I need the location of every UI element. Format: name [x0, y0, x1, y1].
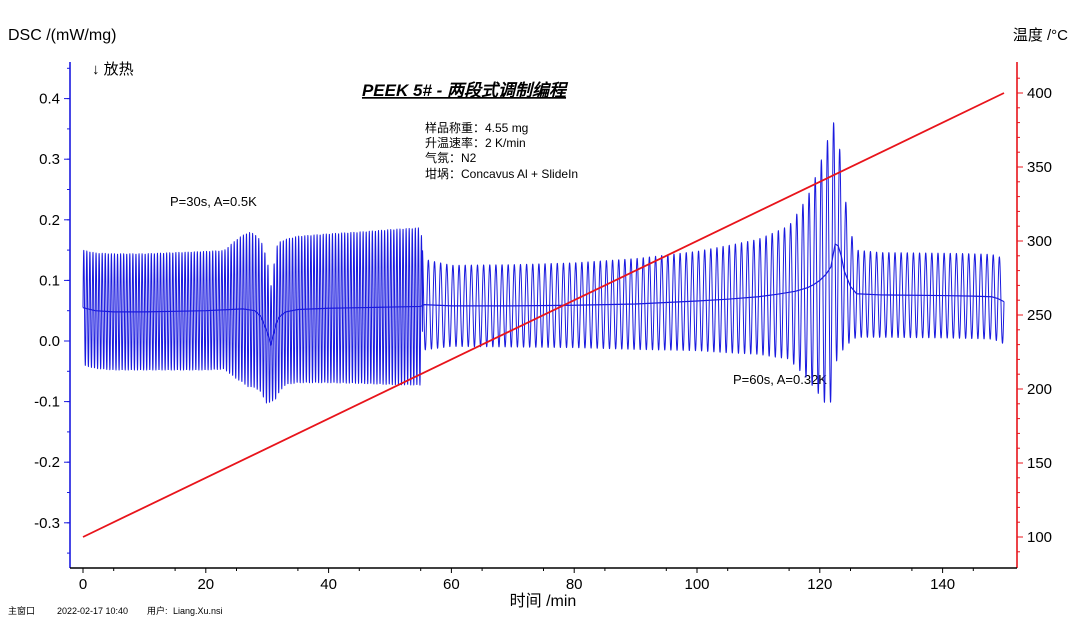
y-right-tick-label: 350 [1027, 159, 1052, 176]
sample-info: 样品称重：4.55 mg 升温速率：2 K/min 气氛：N2 坩埚：Conca… [425, 120, 578, 181]
x-tick-label: 0 [79, 576, 87, 593]
dsc-average-line [82, 243, 1005, 347]
x-tick-label: 40 [320, 576, 337, 593]
x-tick-label: 80 [566, 576, 583, 593]
annotation-segment-2: P=60s, A=0.32K [733, 372, 827, 387]
info-heating-rate: 升温速率：2 K/min [425, 135, 526, 150]
exo-direction-label: ↓ 放热 [92, 61, 134, 78]
y-left-tick-label: 0.4 [39, 91, 60, 108]
footer-user: Liang.Xu.nsi [173, 606, 223, 616]
x-tick-label: 100 [684, 576, 709, 593]
y-left-tick-label: 0.0 [39, 333, 60, 350]
x-tick-label: 20 [197, 576, 214, 593]
info-sample-mass: 样品称重：4.55 mg [425, 120, 528, 135]
y-left-tick-label: -0.3 [34, 515, 60, 532]
y-axis-title-left: DSC /(mW/mg) [8, 27, 116, 44]
y-right-tick-label: 250 [1027, 307, 1052, 324]
chart-title: PEEK 5# - 两段式调制编程 [362, 81, 569, 100]
temperature-line [82, 92, 1005, 538]
y-right-tick-label: 100 [1027, 529, 1052, 546]
dsc-series [82, 122, 1005, 404]
x-tick-label: 140 [930, 576, 955, 593]
info-atmosphere: 气氛：N2 [425, 150, 477, 165]
x-tick-label: 60 [443, 576, 460, 593]
footer-window: 主窗口 [8, 605, 35, 616]
y-left-tick-label: -0.2 [34, 454, 60, 471]
x-tick-label: 120 [807, 576, 832, 593]
info-crucible: 坩埚：Concavus Al + SlideIn [425, 167, 578, 181]
footer-timestamp: 2022-02-17 10:40 [57, 606, 128, 616]
tick-marks: 0 20 40 60 80 100 120 140 0.4 0.3 0.2 0.1 0.0 -0.1 -0.… [34, 67, 1052, 593]
footer-user-label: 用户: [147, 605, 168, 616]
y-right-tick-label: 150 [1027, 455, 1052, 472]
y-right-tick-label: 300 [1027, 233, 1052, 250]
dsc-modulated-line [82, 122, 1005, 404]
y-left-tick-label: 0.3 [39, 151, 60, 168]
y-left-tick-label: 0.2 [39, 212, 60, 229]
y-right-tick-label: 200 [1027, 381, 1052, 398]
y-left-tick-label: 0.1 [39, 272, 60, 289]
y-right-tick-label: 400 [1027, 85, 1052, 102]
temperature-series [82, 92, 1005, 538]
annotation-segment-1: P=30s, A=0.5K [170, 194, 257, 209]
y-left-tick-label: -0.1 [34, 394, 60, 411]
x-axis-title: 时间 /min [510, 592, 577, 610]
y-axis-title-right: 温度 /°C [1013, 27, 1068, 44]
